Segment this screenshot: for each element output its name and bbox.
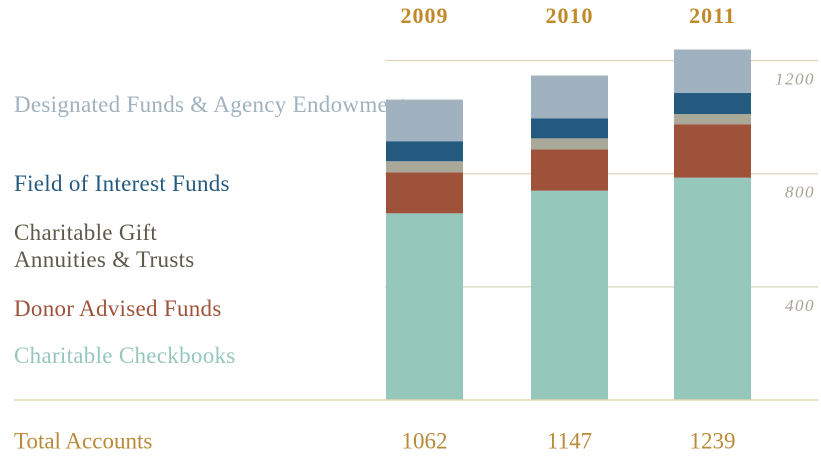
total-label: 1062 (402, 428, 448, 453)
y-tick-label: 800 (785, 183, 815, 202)
legend-entry: Donor Advised Funds (14, 296, 222, 321)
legend-entry: Charitable Checkbooks (14, 343, 236, 368)
bar-segment (386, 161, 463, 173)
bar-segment (531, 149, 608, 191)
x-tick-label: 2010 (546, 3, 594, 28)
bar-segment (531, 118, 608, 139)
legend-entry: Field of Interest Funds (14, 171, 230, 196)
bar-segment (386, 99, 463, 142)
bar-segment (386, 172, 463, 214)
totals-label: Total Accounts (14, 428, 152, 453)
bar-segment (386, 141, 463, 162)
bar-segment (674, 124, 751, 178)
y-tick-label: 1200 (775, 69, 815, 88)
bar-segment (674, 114, 751, 125)
x-tick-label: 2009 (401, 3, 449, 28)
bar-segment (531, 190, 608, 400)
bar-segment (531, 75, 608, 119)
x-tick-label: 2011 (689, 3, 736, 28)
bar-segment (386, 213, 463, 400)
bar-segment (674, 49, 751, 93)
y-tick-label: 400 (785, 296, 815, 315)
total-label: 1239 (690, 428, 736, 453)
legend-entry: Charitable Gift Annuities & Trusts (14, 220, 195, 272)
bar-segment (674, 92, 751, 115)
total-label: 1147 (547, 428, 592, 453)
bar-segment (674, 177, 751, 400)
bar-segment (531, 138, 608, 150)
legend-entry: Designated Funds & Agency Endowments (14, 92, 416, 117)
